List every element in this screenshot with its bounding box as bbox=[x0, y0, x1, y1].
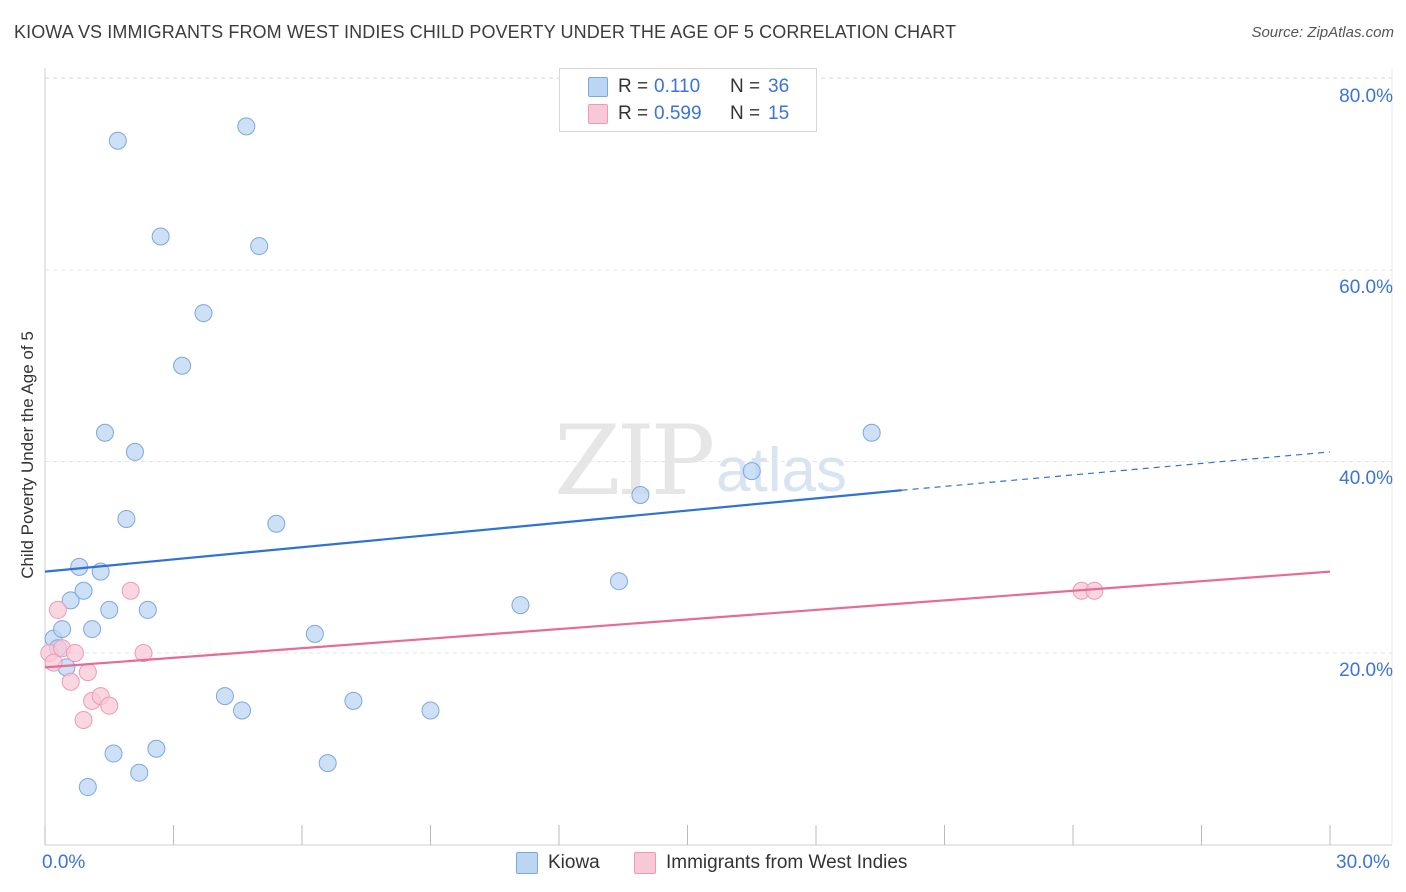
kiowa-point bbox=[233, 701, 252, 720]
west-indies-swatch bbox=[588, 104, 608, 124]
n-value: 36 bbox=[768, 76, 790, 97]
chart-title: KIOWA VS IMMIGRANTS FROM WEST INDIES CHI… bbox=[14, 22, 957, 42]
kiowa-trend-line bbox=[44, 489, 902, 573]
kiowa-point bbox=[61, 591, 80, 610]
r-value: 0.599 bbox=[654, 103, 702, 124]
kiowa-point bbox=[147, 739, 166, 758]
kiowa-point bbox=[215, 687, 234, 706]
kiowa-trend-extension bbox=[901, 451, 1331, 491]
y-tick-label: 60.0% bbox=[1339, 277, 1393, 298]
kiowa-point bbox=[511, 596, 530, 615]
kiowa-point bbox=[344, 691, 363, 710]
kiowa-point bbox=[250, 237, 269, 256]
kiowa-swatch bbox=[516, 852, 538, 874]
legend-label-west-indies: Immigrants from West Indies bbox=[666, 852, 908, 873]
r-label: R = bbox=[618, 103, 649, 124]
west-indies-point bbox=[48, 600, 67, 619]
kiowa-point bbox=[125, 442, 144, 461]
kiowa-point bbox=[267, 514, 286, 533]
kiowa-point bbox=[173, 356, 192, 375]
y-tick-label: 20.0% bbox=[1339, 660, 1393, 681]
kiowa-point bbox=[104, 744, 123, 763]
n-label: N = bbox=[730, 76, 761, 97]
west-indies-trend-line bbox=[44, 570, 1331, 669]
kiowa-point bbox=[78, 778, 97, 797]
kiowa-point bbox=[421, 701, 440, 720]
kiowa-point bbox=[83, 620, 102, 639]
watermark-atlas: atlas bbox=[716, 436, 847, 505]
west-indies-point bbox=[134, 644, 153, 662]
series-legend: Kiowa Immigrants from West Indies bbox=[0, 852, 1406, 878]
kiowa-point bbox=[95, 423, 114, 442]
west-indies-point bbox=[61, 672, 80, 691]
west-indies-swatch bbox=[634, 852, 656, 874]
kiowa-point bbox=[305, 624, 324, 643]
kiowa-point bbox=[74, 581, 93, 600]
west-indies-point bbox=[78, 663, 97, 682]
r-value: 0.110 bbox=[654, 76, 701, 97]
n-label: N = bbox=[730, 103, 761, 124]
kiowa-point bbox=[862, 423, 881, 442]
west-indies-point bbox=[100, 696, 119, 715]
n-value: 15 bbox=[768, 103, 790, 124]
west-indies-point bbox=[74, 711, 93, 730]
x-tick-min: 0.0% bbox=[42, 852, 86, 873]
legend-item-kiowa[interactable]: Kiowa bbox=[516, 852, 600, 874]
kiowa-point bbox=[194, 304, 213, 323]
y-tick-label: 80.0% bbox=[1339, 86, 1393, 107]
kiowa-point bbox=[742, 462, 761, 481]
kiowa-swatch bbox=[588, 77, 608, 97]
kiowa-point bbox=[237, 117, 256, 136]
kiowa-point bbox=[108, 131, 127, 150]
kiowa-point bbox=[631, 486, 650, 505]
legend-label-kiowa: Kiowa bbox=[548, 852, 600, 873]
kiowa-point bbox=[609, 572, 628, 591]
kiowa-point bbox=[130, 763, 149, 782]
kiowa-point bbox=[151, 227, 170, 246]
x-tick-max: 30.0% bbox=[1336, 852, 1390, 873]
kiowa-point bbox=[100, 600, 119, 619]
kiowa-point bbox=[53, 620, 72, 639]
source-label: Source: ZipAtlas.com bbox=[1251, 24, 1394, 41]
kiowa-point bbox=[117, 509, 136, 528]
kiowa-point bbox=[318, 754, 337, 773]
west-indies-point bbox=[1085, 581, 1104, 600]
r-label: R = bbox=[618, 76, 649, 97]
kiowa-point bbox=[138, 600, 157, 619]
west-indies-point bbox=[121, 581, 140, 600]
y-tick-label: 40.0% bbox=[1339, 468, 1393, 489]
west-indies-point bbox=[65, 644, 84, 662]
correlation-legend: R = 0.110 N = 36 R = 0.599 N = 15 bbox=[559, 68, 817, 132]
legend-item-west-indies[interactable]: Immigrants from West Indies bbox=[634, 852, 907, 874]
